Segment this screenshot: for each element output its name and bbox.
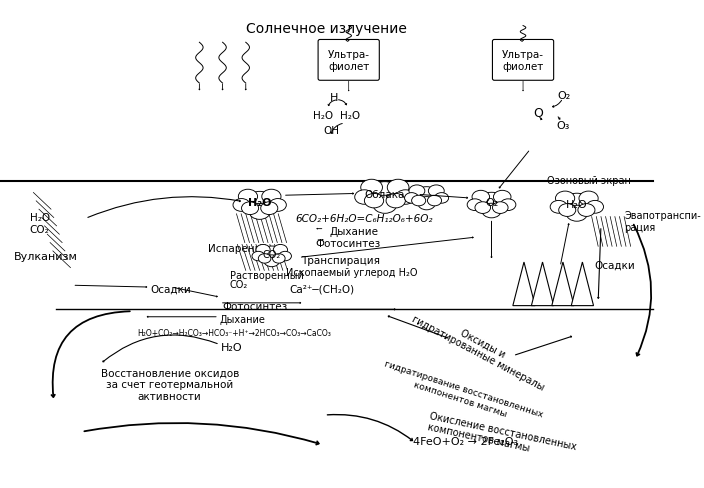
Ellipse shape <box>233 199 250 212</box>
Text: Облака: Облака <box>365 190 405 200</box>
Ellipse shape <box>369 183 401 206</box>
Text: H₂O: H₂O <box>30 212 50 222</box>
Text: Озоновый экран: Озоновый экран <box>547 175 631 185</box>
Ellipse shape <box>256 245 270 256</box>
Ellipse shape <box>387 180 409 196</box>
Ellipse shape <box>365 194 384 208</box>
Ellipse shape <box>467 200 483 211</box>
Text: OH: OH <box>323 126 339 136</box>
Polygon shape <box>532 263 553 306</box>
Text: Солнечное излучение: Солнечное излучение <box>246 22 407 36</box>
Text: гидратирование восстановленных
компонентов магмы: гидратирование восстановленных компонент… <box>379 359 544 429</box>
Ellipse shape <box>417 197 435 210</box>
Text: H₂O: H₂O <box>341 110 360 121</box>
Ellipse shape <box>578 204 595 217</box>
Text: Транспирация: Транспирация <box>301 256 380 265</box>
Text: Растворенный: Растворенный <box>230 270 304 281</box>
Polygon shape <box>552 263 574 306</box>
Text: Дыхание: Дыхание <box>220 314 265 324</box>
Ellipse shape <box>563 194 591 215</box>
Text: 6CO₂+6H₂O=C₆H₁₂O₆+6O₂: 6CO₂+6H₂O=C₆H₁₂O₆+6O₂ <box>295 214 432 224</box>
Ellipse shape <box>249 204 270 220</box>
Ellipse shape <box>260 203 278 215</box>
Ellipse shape <box>246 192 274 213</box>
Ellipse shape <box>579 192 598 206</box>
Ellipse shape <box>494 191 511 204</box>
Text: H: H <box>329 93 338 103</box>
Ellipse shape <box>479 193 504 212</box>
Text: Эвапотранспи-
рация: Эвапотранспи- рация <box>624 211 701 233</box>
Ellipse shape <box>586 201 603 214</box>
Ellipse shape <box>262 190 281 204</box>
Text: CO₂: CO₂ <box>230 280 249 290</box>
Ellipse shape <box>272 254 285 264</box>
Ellipse shape <box>412 196 426 206</box>
Text: O₂: O₂ <box>558 91 570 101</box>
Ellipse shape <box>415 187 438 204</box>
Ellipse shape <box>405 193 419 204</box>
Text: Оксиды и
гидратированные минералы: Оксиды и гидратированные минералы <box>410 304 551 392</box>
Ellipse shape <box>396 190 415 205</box>
Ellipse shape <box>427 196 441 206</box>
Ellipse shape <box>269 199 287 212</box>
Ellipse shape <box>252 252 265 261</box>
Polygon shape <box>513 263 535 306</box>
Ellipse shape <box>373 196 397 214</box>
Text: Осадки: Осадки <box>594 260 635 270</box>
Text: Фотосинтез: Фотосинтез <box>315 238 381 248</box>
Ellipse shape <box>428 185 444 198</box>
Ellipse shape <box>264 255 279 267</box>
Ellipse shape <box>239 190 258 204</box>
Ellipse shape <box>360 180 382 196</box>
Text: Окисление восстановленных
компонентов магмы: Окисление восстановленных компонентов ма… <box>426 410 577 463</box>
Ellipse shape <box>434 193 448 204</box>
Text: O: O <box>533 107 543 120</box>
Ellipse shape <box>279 252 291 261</box>
Text: H₂O: H₂O <box>248 197 272 207</box>
Text: Ca²⁺─(CH₂O): Ca²⁺─(CH₂O) <box>289 284 355 293</box>
Text: 4FeO+O₂ → 2Fe₂O₃: 4FeO+O₂ → 2Fe₂O₃ <box>413 436 518 446</box>
Ellipse shape <box>261 246 282 262</box>
Text: Дыхание: Дыхание <box>329 227 378 237</box>
Text: Вулканизм: Вулканизм <box>14 251 77 261</box>
Ellipse shape <box>258 254 271 264</box>
Ellipse shape <box>566 206 588 222</box>
Ellipse shape <box>409 185 425 198</box>
Text: CO₂: CO₂ <box>30 224 49 234</box>
Text: H₂O: H₂O <box>313 110 333 121</box>
Text: H₂O: H₂O <box>221 343 242 353</box>
Text: Ультра-
фиолет: Ультра- фиолет <box>327 50 370 72</box>
Text: O₂: O₂ <box>485 197 498 207</box>
Text: H₂O+CO₂→H₂CO₃→HCO₃⁻+H⁺→2HCO₃→CO₃→CaCO₃: H₂O+CO₂→H₂CO₃→HCO₃⁻+H⁺→2HCO₃→CO₃→CaCO₃ <box>137 328 331 337</box>
Ellipse shape <box>273 245 287 256</box>
Ellipse shape <box>355 190 374 205</box>
Text: Восстановление оксидов
за счет геотермальной
активности: Восстановление оксидов за счет геотермал… <box>101 368 239 401</box>
Ellipse shape <box>482 204 501 219</box>
Text: Ультра-
фиолет: Ультра- фиолет <box>502 50 544 72</box>
Ellipse shape <box>493 203 508 214</box>
Text: Испарение: Испарение <box>208 244 268 254</box>
Ellipse shape <box>550 201 567 214</box>
Polygon shape <box>571 263 593 306</box>
Ellipse shape <box>472 191 489 204</box>
Text: Ископаемый углерод H₂O: Ископаемый углерод H₂O <box>286 268 417 278</box>
Text: Осадки: Осадки <box>150 285 191 294</box>
Text: CO₂: CO₂ <box>263 249 281 259</box>
Text: H₂O: H₂O <box>566 199 588 209</box>
Ellipse shape <box>559 204 576 217</box>
Ellipse shape <box>501 200 516 211</box>
Ellipse shape <box>386 194 406 208</box>
Text: O₃: O₃ <box>556 121 570 130</box>
Text: Фотосинтез: Фотосинтез <box>222 301 288 311</box>
Ellipse shape <box>241 203 258 215</box>
Ellipse shape <box>475 203 491 214</box>
Ellipse shape <box>555 192 574 206</box>
